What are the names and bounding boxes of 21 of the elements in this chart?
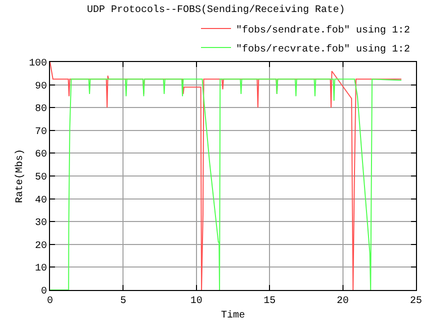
y-axis-title: Rate(Mbs): [14, 148, 26, 204]
x-tick-label: 20: [336, 296, 349, 307]
y-tick-label: 50: [34, 172, 47, 184]
y-tick-label: 90: [34, 81, 47, 92]
legend-label: "fobs/sendrate.fob" using 1:2: [236, 24, 410, 36]
x-tick-label: 25: [410, 296, 422, 307]
x-tick-label: 5: [120, 296, 126, 307]
y-tick-label: 30: [34, 218, 47, 230]
y-tick-label: 0: [40, 286, 47, 298]
legend-label: "fobs/recvrate.fob" using 1:2: [236, 43, 410, 56]
x-axis-title: Time: [220, 310, 246, 322]
chart-title: UDP Protocols--FOBS(Sending/Receiving Rate): [86, 4, 346, 16]
x-tick-label: 10: [190, 296, 202, 307]
y-tick-label: 80: [34, 104, 47, 116]
y-tick-label: 20: [34, 240, 47, 252]
x-tick-label: 15: [264, 296, 276, 307]
y-tick-label: 40: [34, 195, 47, 206]
y-tick-label: 100: [28, 58, 47, 70]
y-tick-label: 10: [34, 264, 47, 275]
y-tick-label: 60: [34, 150, 47, 161]
y-tick-label: 70: [34, 126, 47, 138]
